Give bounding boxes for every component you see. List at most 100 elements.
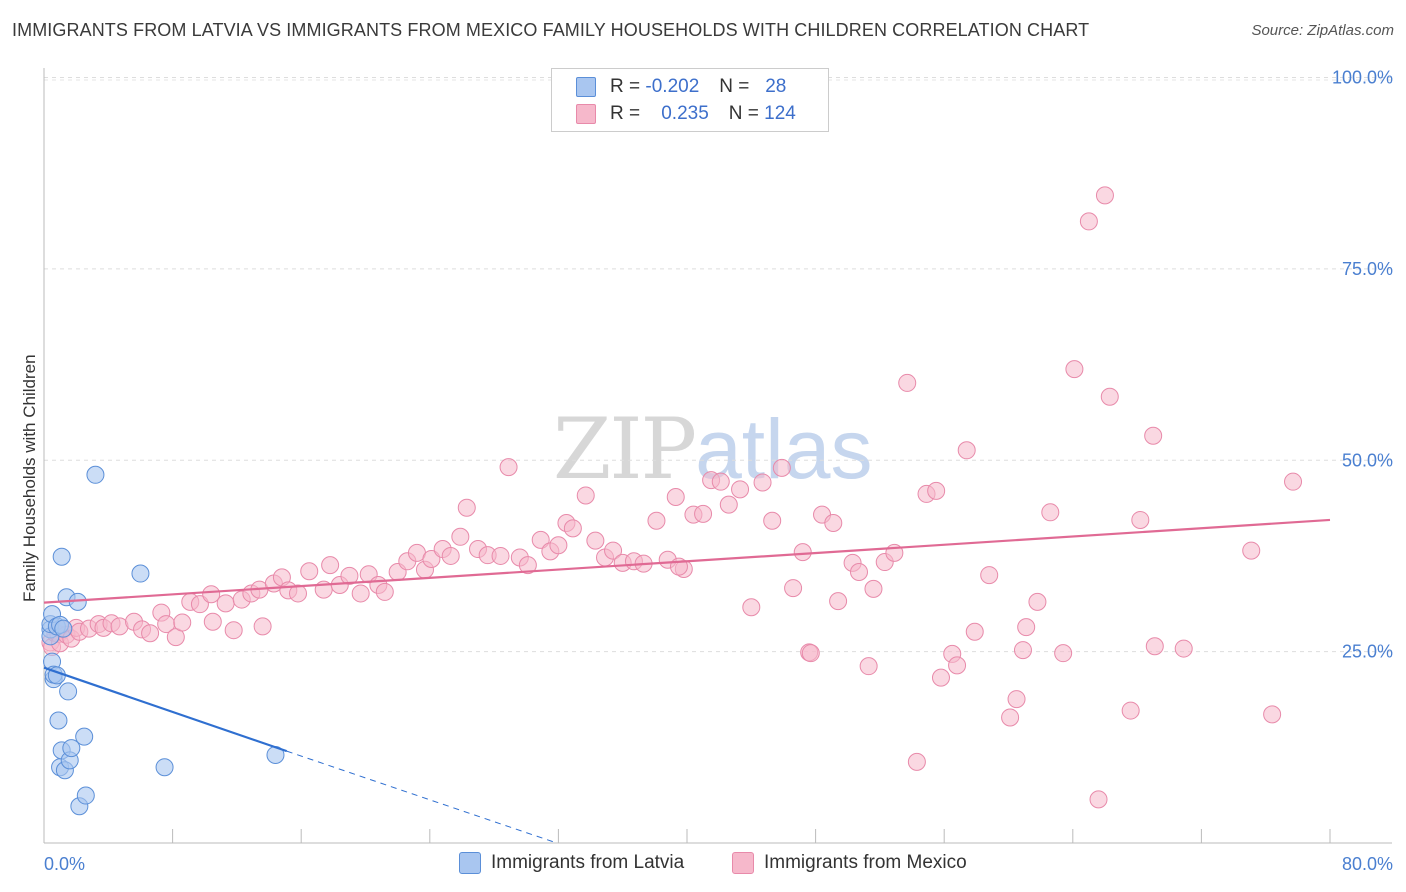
- point-mexico: [965, 622, 984, 641]
- point-mexico: [1007, 690, 1026, 709]
- y-axis-label: Family Households with Children: [20, 354, 39, 602]
- point-mexico: [829, 592, 848, 611]
- legend-n-value: 124: [764, 103, 796, 124]
- point-mexico: [1263, 705, 1282, 724]
- point-mexico: [1145, 637, 1164, 656]
- point-mexico: [801, 644, 820, 663]
- bottom-legend-label: Immigrants from Mexico: [764, 852, 967, 873]
- trendline-mexico: [43, 518, 1331, 604]
- bottom-legend-latvia: Immigrants from Latvia: [459, 852, 684, 874]
- point-mexico: [351, 584, 370, 603]
- point-latvia: [76, 786, 95, 805]
- legend-r-value: 0.235: [661, 103, 709, 124]
- y-tick-label: 25.0%: [1342, 642, 1393, 662]
- point-mexico: [441, 546, 460, 565]
- point-latvia: [49, 711, 68, 730]
- point-mexico: [586, 531, 605, 550]
- point-mexico: [321, 556, 340, 575]
- legend-n-label: N =: [728, 103, 759, 124]
- point-mexico: [1001, 708, 1020, 727]
- point-mexico: [666, 487, 685, 506]
- y-tick-label: 50.0%: [1342, 450, 1393, 470]
- point-mexico: [793, 543, 812, 562]
- point-mexico: [980, 566, 999, 585]
- point-mexico: [864, 579, 883, 598]
- point-mexico: [173, 613, 192, 632]
- legend-r-label: R =: [610, 76, 641, 97]
- point-mexico: [711, 472, 730, 491]
- point-latvia: [155, 758, 174, 777]
- point-mexico: [859, 657, 878, 676]
- point-mexico: [375, 582, 394, 601]
- point-mexico: [1121, 701, 1140, 720]
- legend-row-mexico: R = 0.235 N = 124: [576, 102, 796, 126]
- point-mexico: [1131, 510, 1150, 529]
- point-mexico: [647, 511, 666, 530]
- point-mexico: [948, 656, 967, 675]
- legend-swatch-latvia: [576, 77, 596, 97]
- source-credit: Source: ZipAtlas.com: [1251, 22, 1394, 39]
- point-latvia: [52, 547, 71, 566]
- point-mexico: [1089, 790, 1108, 809]
- point-mexico: [216, 594, 235, 613]
- trendline-latvia: [43, 666, 288, 753]
- point-mexico: [753, 473, 772, 492]
- point-mexico: [784, 579, 803, 598]
- bottom-legend-swatch-mexico: [732, 852, 754, 874]
- point-mexico: [1041, 503, 1060, 522]
- point-mexico: [742, 598, 761, 617]
- point-mexico: [898, 373, 917, 392]
- point-mexico: [518, 556, 537, 575]
- point-mexico: [957, 441, 976, 460]
- point-mexico: [1065, 360, 1084, 379]
- watermark: ZIPatlas: [553, 400, 873, 498]
- trendline-latvia-extension: [286, 750, 557, 844]
- point-mexico: [422, 549, 441, 568]
- point-mexico: [190, 595, 209, 614]
- point-mexico: [931, 668, 950, 687]
- point-mexico: [203, 612, 222, 631]
- point-mexico: [141, 624, 160, 643]
- y-tick-label: 100.0%: [1332, 68, 1393, 88]
- point-latvia: [59, 682, 78, 701]
- watermark-zip: ZIP: [553, 400, 697, 498]
- point-mexico: [563, 519, 582, 538]
- point-mexico: [824, 514, 843, 533]
- point-mexico: [549, 536, 568, 555]
- point-mexico: [907, 752, 926, 771]
- point-mexico: [491, 546, 510, 565]
- point-mexico: [224, 621, 243, 640]
- point-mexico: [499, 458, 518, 477]
- legend-row-latvia: R = -0.202 N = 28: [576, 75, 786, 99]
- point-mexico: [457, 498, 476, 517]
- point-latvia: [86, 465, 105, 484]
- point-mexico: [1284, 472, 1303, 491]
- point-mexico: [531, 530, 550, 549]
- point-latvia: [131, 564, 150, 583]
- point-mexico: [1017, 618, 1036, 637]
- point-mexico: [288, 584, 307, 603]
- point-mexico: [694, 504, 713, 523]
- point-mexico: [927, 481, 946, 500]
- point-mexico: [1095, 186, 1114, 205]
- point-latvia: [75, 727, 94, 746]
- bottom-legend-swatch-latvia: [459, 852, 481, 874]
- legend-n-value: 28: [765, 76, 787, 97]
- bottom-legend: Immigrants from Latvia Immigrants from M…: [0, 850, 1406, 878]
- point-mexico: [451, 527, 470, 546]
- point-mexico: [1013, 641, 1032, 660]
- point-mexico: [604, 541, 623, 560]
- legend: R = -0.202 N = 28 R = 0.235 N = 124: [551, 68, 829, 132]
- x-tick-label-max: 80.0%: [1342, 854, 1393, 874]
- point-mexico: [576, 486, 595, 505]
- legend-n-label: N =: [719, 76, 750, 97]
- point-mexico: [719, 495, 738, 514]
- point-mexico: [1144, 426, 1163, 445]
- point-mexico: [340, 566, 359, 585]
- legend-r-value: -0.202: [645, 76, 700, 97]
- bottom-legend-mexico: Immigrants from Mexico: [732, 852, 967, 874]
- point-mexico: [1100, 387, 1119, 406]
- point-mexico: [1028, 592, 1047, 611]
- point-mexico: [1054, 644, 1073, 663]
